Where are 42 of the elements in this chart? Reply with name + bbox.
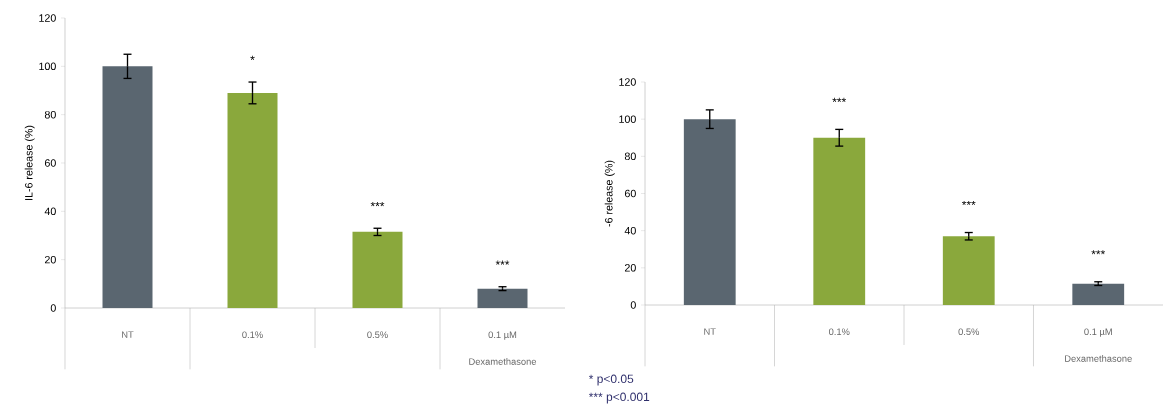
y-tick-label: 120 — [39, 14, 56, 22]
y-tick-label: 20 — [44, 255, 56, 264]
text: Dexamethasone — [1065, 355, 1132, 362]
annotation: *** — [832, 97, 847, 102]
y-axis-title: -6 release (%) — [604, 160, 615, 227]
bar — [477, 288, 528, 308]
x-tick-label: 0.1 µM — [488, 331, 517, 340]
x-tick-label: 0.5% — [367, 331, 388, 338]
x-tick-label: 0.1% — [242, 331, 263, 338]
y-tick-label: 40 — [624, 226, 636, 235]
bar — [352, 231, 403, 308]
y-tick-label: 80 — [624, 152, 636, 161]
y-tick-label: 0 — [50, 304, 56, 312]
bar — [683, 119, 736, 305]
y-tick-label: 60 — [44, 159, 56, 167]
text: *** p<0.001 — [588, 392, 650, 404]
annotation: *** — [495, 260, 510, 265]
annotation: * — [250, 55, 255, 60]
bar — [1072, 283, 1125, 305]
y-tick-label: 40 — [44, 207, 56, 216]
y-tick-label: 20 — [624, 264, 636, 272]
y-tick-label: 0 — [630, 301, 636, 309]
x-tick-label: NT — [704, 328, 716, 335]
annotation: *** — [961, 200, 976, 206]
x-tick-label: 0.1% — [828, 328, 850, 335]
bar — [942, 236, 995, 305]
text: * p<0.05 — [588, 374, 634, 386]
y-tick-label: 120 — [619, 78, 636, 86]
y-tick-label: 60 — [624, 189, 636, 198]
annotation: *** — [1091, 250, 1106, 255]
annotation: *** — [370, 201, 385, 207]
y-axis-title: IL-6 release (%) — [24, 125, 35, 200]
y-tick-label: 100 — [39, 62, 56, 71]
text: Dexamethasone — [469, 358, 537, 365]
bar — [813, 137, 866, 305]
x-tick-label: NT — [122, 331, 134, 338]
x-tick-label: 0.1 µM — [1084, 328, 1112, 337]
y-tick-label: 80 — [44, 110, 56, 119]
x-tick-label: 0.5% — [958, 328, 980, 335]
y-tick-label: 100 — [619, 115, 636, 123]
bar — [227, 92, 278, 308]
bar — [102, 66, 153, 308]
